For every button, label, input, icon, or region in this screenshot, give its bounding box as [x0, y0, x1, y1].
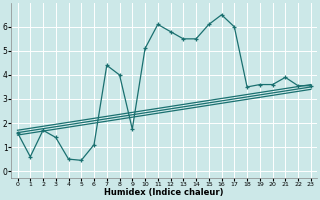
- X-axis label: Humidex (Indice chaleur): Humidex (Indice chaleur): [104, 188, 224, 197]
